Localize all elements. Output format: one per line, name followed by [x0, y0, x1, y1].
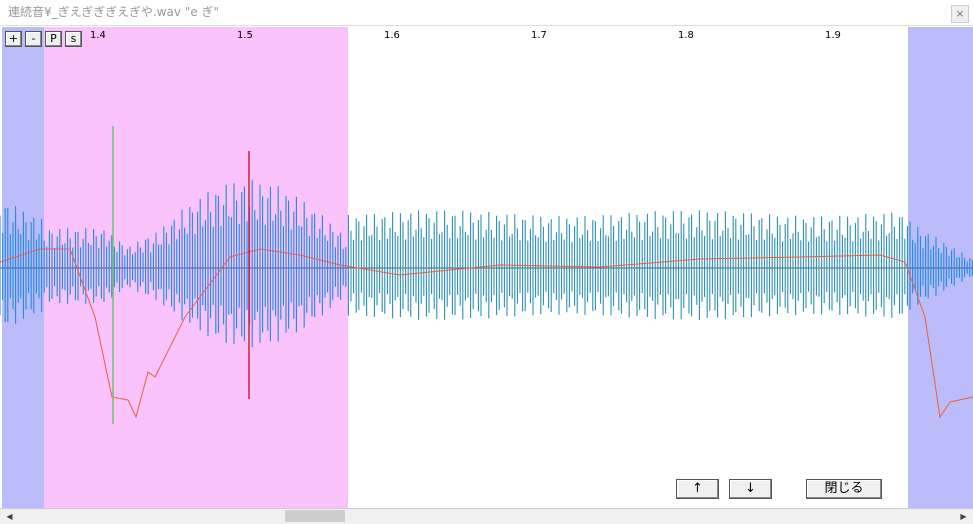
title-bar: 連続音¥_ぎえぎぎぎえぎや.wav "e ぎ": [0, 0, 973, 26]
ruler-label: 1.4: [90, 30, 106, 41]
ruler-label: 1.9: [825, 30, 841, 41]
down-button[interactable]: ↓: [729, 479, 772, 499]
window-title: 連続音¥_ぎえぎぎぎえぎや.wav "e ぎ": [8, 5, 220, 19]
ruler-label: 1.5: [237, 30, 253, 41]
toolbar-button[interactable]: P: [45, 31, 62, 47]
scrollbar: ◀ ▶: [0, 508, 973, 524]
scroll-right[interactable]: ▶: [960, 512, 967, 521]
pitch-curve: [0, 248, 973, 419]
waveform-view: 1.4 1.5 1.6 1.7 1.8 1.9: [0, 27, 973, 508]
ruler-label: 1.7: [531, 30, 547, 41]
close-window[interactable]: ×: [951, 5, 969, 23]
ruler-label: 1.8: [678, 30, 694, 41]
up-button[interactable]: ↑: [676, 479, 719, 499]
scroll-left[interactable]: ◀: [6, 512, 13, 521]
close-button[interactable]: 閉じる: [806, 479, 882, 499]
toolbar-button[interactable]: +: [5, 31, 22, 47]
waveform: [0, 180, 973, 348]
toolbar-button[interactable]: s: [65, 31, 82, 47]
ruler-label: 1.6: [384, 30, 400, 41]
toolbar-button[interactable]: -: [25, 31, 42, 47]
scroll-thumb[interactable]: [285, 510, 345, 522]
